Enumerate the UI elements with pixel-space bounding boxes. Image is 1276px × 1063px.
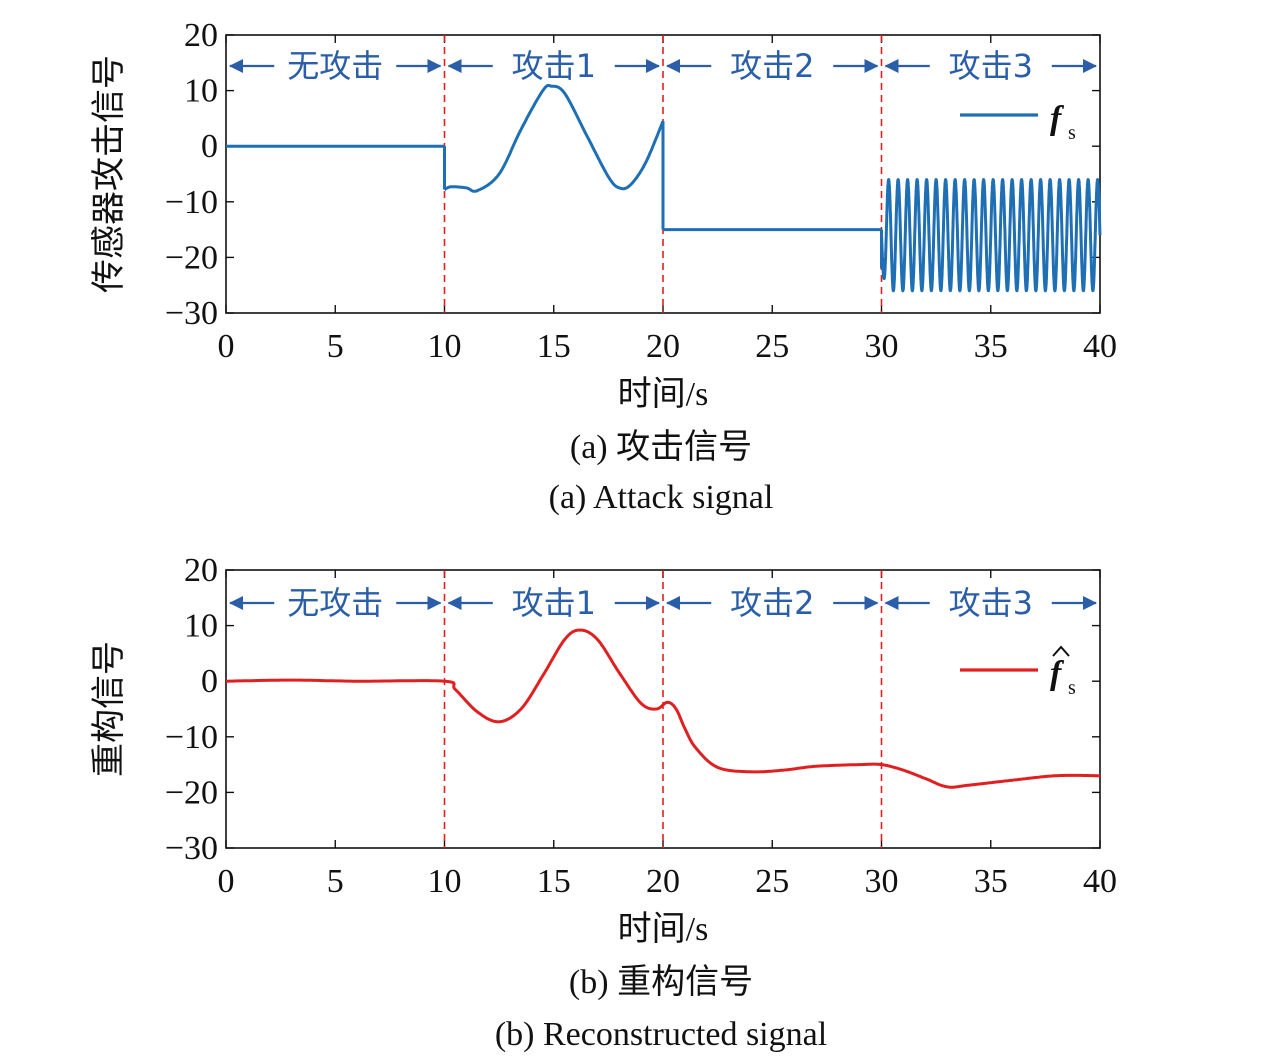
region-arrow-right-head xyxy=(646,59,660,73)
legend-subscript: s xyxy=(1068,677,1076,699)
region-annotation: 攻击1 xyxy=(447,584,660,622)
x-tick-label: 30 xyxy=(865,328,899,365)
x-tick-label: 15 xyxy=(537,863,571,900)
x-tick-label: 20 xyxy=(646,328,680,365)
x-tick-label: 5 xyxy=(327,863,344,900)
region-annotation: 无攻击 xyxy=(229,584,442,622)
legend-label: f xyxy=(1050,100,1065,137)
region-annotation: 攻击2 xyxy=(666,47,879,85)
y-tick-label: 10 xyxy=(184,608,218,645)
region-arrow-left-head xyxy=(447,59,462,73)
y-tick-label: −30 xyxy=(165,295,218,332)
x-tick-label: 30 xyxy=(865,863,899,900)
region-annotation: 攻击1 xyxy=(447,47,660,85)
region-arrow-right-head xyxy=(864,59,879,73)
x-axis-label: 时间/s xyxy=(618,376,709,413)
y-tick-label: −20 xyxy=(165,239,218,276)
panel-b-reconstructed-signal: 0 5 10 15 20 25 30 35 40 20 10 0 −10 −20 −30 时间/s 重构信号 (b… xyxy=(90,552,1117,1053)
region-arrow-right-head xyxy=(1083,596,1097,610)
region-label: 攻击1 xyxy=(512,47,596,85)
region-label: 无攻击 xyxy=(287,584,383,622)
legend-hat-mark xyxy=(1052,645,1070,657)
y-tick-label: 0 xyxy=(201,663,218,700)
region-arrow-right-head xyxy=(864,596,879,610)
x-tick-label: 40 xyxy=(1083,328,1117,365)
series-line xyxy=(226,628,1101,789)
region-arrow-left-head xyxy=(447,596,462,610)
region-arrow-right-head xyxy=(1083,59,1097,73)
caption-chinese: (a) 攻击信号 xyxy=(570,428,752,466)
series-line xyxy=(443,83,665,193)
series-line xyxy=(880,178,1102,293)
region-arrow-left-head xyxy=(884,59,899,73)
region-arrow-left-head xyxy=(229,596,243,610)
region-arrow-right-head xyxy=(427,596,442,610)
caption-english: (a) Attack signal xyxy=(549,479,774,516)
legend-subscript: s xyxy=(1068,122,1076,144)
x-tick-label: 25 xyxy=(755,863,789,900)
y-tick-label: −10 xyxy=(165,719,218,756)
region-arrow-left-head xyxy=(229,59,243,73)
x-axis-label: 时间/s xyxy=(618,911,709,948)
region-annotation: 攻击2 xyxy=(666,584,879,622)
region-label: 攻击3 xyxy=(949,584,1033,622)
y-tick-label: −10 xyxy=(165,184,218,221)
region-arrow-left-head xyxy=(884,596,899,610)
x-tick-label: 10 xyxy=(428,863,462,900)
caption-chinese: (b) 重构信号 xyxy=(569,963,753,1001)
region-annotation: 攻击3 xyxy=(884,47,1097,85)
x-tick-label: 10 xyxy=(428,328,462,365)
x-tick-label: 35 xyxy=(974,328,1008,365)
region-label: 攻击2 xyxy=(730,584,814,622)
x-tick-label: 0 xyxy=(218,328,235,365)
region-arrow-right-head xyxy=(427,59,442,73)
x-tick-label: 0 xyxy=(218,863,235,900)
region-label: 无攻击 xyxy=(287,47,383,85)
region-annotation: 攻击3 xyxy=(884,584,1097,622)
y-tick-label: 0 xyxy=(201,128,218,165)
region-arrow-left-head xyxy=(666,59,680,73)
panel-a-attack-signal: 0 5 10 15 20 25 30 35 40 20 10 0 −10 −20 −30 时间/s 传感器攻击信… xyxy=(90,17,1117,516)
region-label: 攻击1 xyxy=(512,584,596,622)
region-arrow-right-head xyxy=(646,596,660,610)
x-tick-label: 35 xyxy=(974,863,1008,900)
region-arrow-left-head xyxy=(666,596,680,610)
x-tick-label: 5 xyxy=(327,328,344,365)
x-tick-label: 40 xyxy=(1083,863,1117,900)
region-label: 攻击2 xyxy=(730,47,814,85)
x-tick-label: 15 xyxy=(537,328,571,365)
legend-label: f xyxy=(1050,655,1065,692)
region-annotation: 无攻击 xyxy=(229,47,442,85)
region-label: 攻击3 xyxy=(949,47,1033,85)
x-tick-label: 20 xyxy=(646,863,680,900)
y-tick-label: 10 xyxy=(184,73,218,110)
y-axis-label: 传感器攻击信号 xyxy=(90,55,128,293)
caption-english: (b) Reconstructed signal xyxy=(495,1016,827,1053)
y-axis-label: 重构信号 xyxy=(90,641,128,777)
y-tick-label: 20 xyxy=(184,552,218,589)
x-tick-label: 25 xyxy=(755,328,789,365)
y-tick-label: −20 xyxy=(165,774,218,811)
y-tick-label: 20 xyxy=(184,17,218,54)
y-tick-label: −30 xyxy=(165,830,218,867)
